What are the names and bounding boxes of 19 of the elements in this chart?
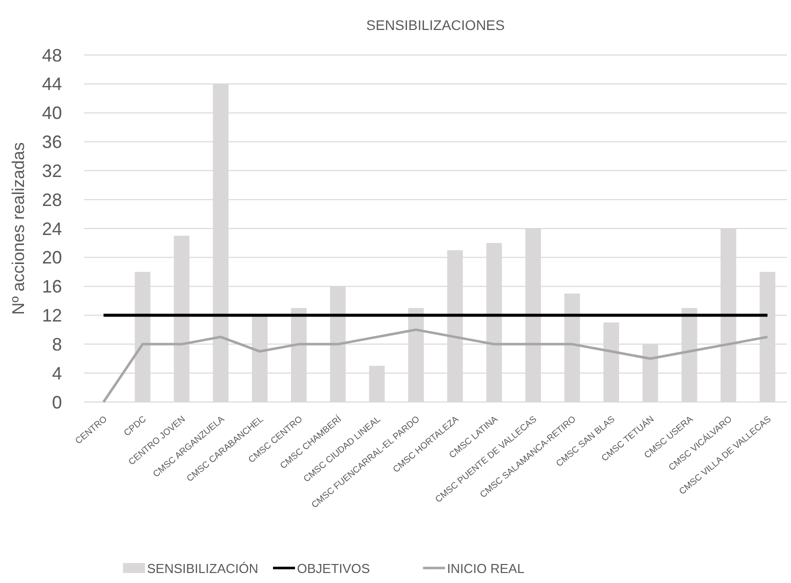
y-tick-label: 0 xyxy=(52,392,62,412)
y-tick-label: 48 xyxy=(42,45,62,66)
y-tick-label: 4 xyxy=(52,363,62,384)
y-tick-label: 24 xyxy=(42,218,62,239)
legend-label: SENSIBILIZACIÓN xyxy=(147,561,258,576)
y-tick-label: 32 xyxy=(42,160,62,181)
chart-title: SENSIBILIZACIONES xyxy=(366,17,505,33)
y-tick-label: 44 xyxy=(42,74,62,94)
y-axis-title: Nº acciones realizadas xyxy=(9,142,28,315)
y-tick-label: 16 xyxy=(42,276,62,297)
legend-label: INICIO REAL xyxy=(447,561,524,576)
y-tick-label: 36 xyxy=(42,132,62,152)
y-tick-label: 40 xyxy=(42,103,62,124)
line-series xyxy=(102,328,769,404)
y-tick-label: 12 xyxy=(42,306,62,326)
y-tick-label: 28 xyxy=(42,190,62,210)
y-tick-label: 8 xyxy=(52,334,62,354)
y-tick-label: 20 xyxy=(42,248,62,268)
legend-label: OBJETIVOS xyxy=(297,561,370,576)
